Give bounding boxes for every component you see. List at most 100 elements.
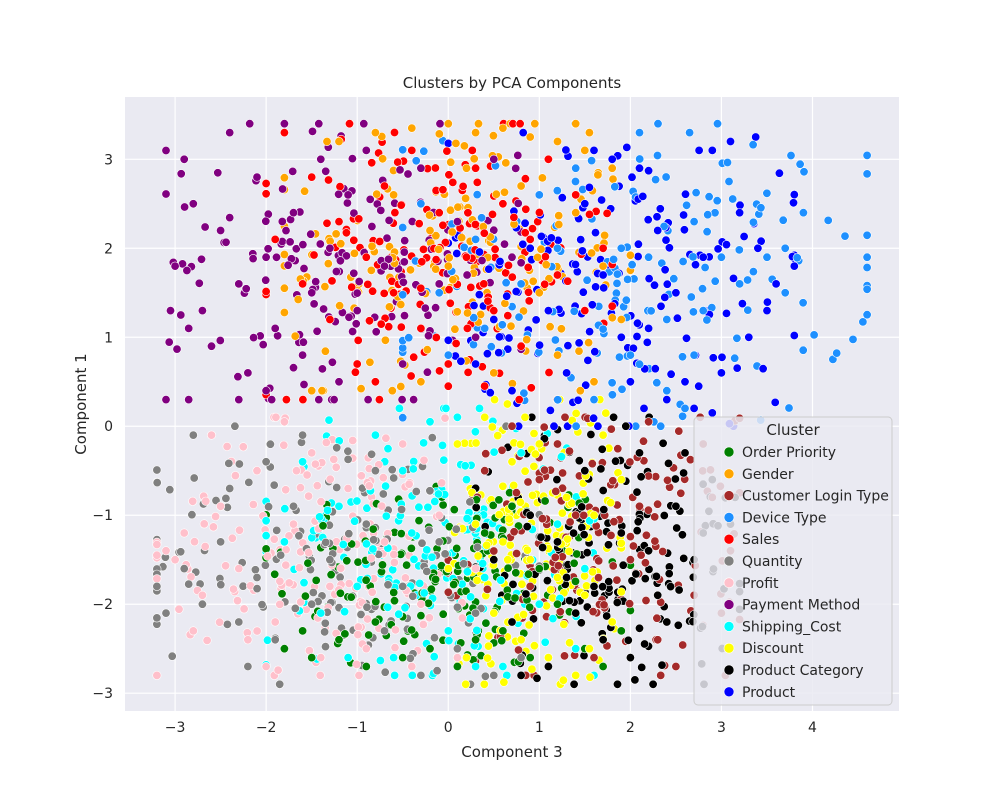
data-point bbox=[679, 210, 689, 220]
data-point bbox=[862, 150, 872, 160]
data-point bbox=[440, 549, 450, 559]
data-point bbox=[370, 466, 380, 476]
data-point bbox=[737, 299, 747, 309]
data-point bbox=[225, 213, 235, 223]
data-point bbox=[511, 163, 521, 173]
data-point bbox=[569, 306, 579, 316]
data-point bbox=[215, 335, 225, 345]
data-point bbox=[545, 322, 555, 332]
data-point bbox=[234, 617, 244, 627]
data-point bbox=[659, 510, 669, 520]
data-point bbox=[540, 465, 550, 475]
data-point bbox=[298, 395, 308, 405]
data-point bbox=[307, 172, 317, 182]
data-point bbox=[249, 333, 259, 343]
data-point bbox=[261, 275, 271, 285]
data-point bbox=[216, 226, 226, 236]
data-point bbox=[809, 330, 819, 340]
data-point bbox=[644, 252, 654, 262]
data-point bbox=[770, 397, 780, 407]
data-point bbox=[277, 217, 287, 227]
data-point bbox=[689, 403, 699, 413]
data-point bbox=[239, 604, 249, 614]
data-point bbox=[190, 537, 200, 547]
data-point bbox=[189, 473, 199, 483]
data-point bbox=[497, 636, 507, 646]
data-point bbox=[261, 457, 271, 467]
data-point bbox=[559, 619, 569, 629]
data-point bbox=[584, 182, 594, 192]
data-point bbox=[456, 356, 466, 366]
legend-marker bbox=[723, 686, 735, 698]
data-point bbox=[407, 123, 417, 133]
data-point bbox=[743, 275, 753, 285]
data-point bbox=[245, 119, 255, 129]
data-point bbox=[549, 421, 559, 431]
data-point bbox=[462, 513, 472, 523]
data-point bbox=[498, 123, 508, 133]
data-point bbox=[504, 333, 514, 343]
data-point bbox=[525, 581, 535, 591]
data-point bbox=[638, 191, 648, 201]
data-point bbox=[354, 214, 364, 224]
data-point bbox=[275, 679, 285, 689]
data-point bbox=[481, 449, 491, 459]
data-point bbox=[571, 670, 581, 680]
data-point bbox=[367, 587, 377, 597]
data-point bbox=[570, 576, 580, 586]
data-point bbox=[552, 350, 562, 360]
data-point bbox=[383, 602, 393, 612]
data-point bbox=[524, 296, 534, 306]
data-point bbox=[184, 395, 194, 405]
data-point bbox=[152, 465, 162, 475]
y-tick-label: −2 bbox=[92, 597, 113, 613]
data-point bbox=[702, 227, 712, 237]
data-point bbox=[633, 517, 643, 527]
legend-title: Cluster bbox=[766, 421, 820, 439]
data-point bbox=[341, 228, 351, 238]
data-point bbox=[717, 352, 727, 362]
data-point bbox=[556, 452, 566, 462]
data-point bbox=[690, 260, 700, 270]
data-point bbox=[200, 541, 210, 551]
data-point bbox=[756, 203, 766, 213]
data-point bbox=[748, 267, 758, 277]
data-point bbox=[744, 332, 754, 342]
data-point bbox=[307, 386, 317, 396]
data-point bbox=[573, 395, 583, 405]
data-point bbox=[461, 653, 471, 663]
data-point bbox=[438, 220, 448, 230]
data-point bbox=[501, 278, 511, 288]
data-point bbox=[502, 291, 512, 301]
data-point bbox=[582, 548, 592, 558]
data-point bbox=[288, 519, 298, 529]
data-point bbox=[536, 231, 546, 241]
data-point bbox=[444, 170, 454, 180]
data-point bbox=[460, 461, 470, 471]
data-point bbox=[257, 600, 267, 610]
data-point bbox=[544, 367, 554, 377]
data-point bbox=[661, 235, 671, 245]
data-point bbox=[434, 244, 444, 254]
data-point bbox=[422, 367, 432, 377]
data-point bbox=[322, 218, 332, 228]
data-point bbox=[601, 408, 611, 418]
data-point bbox=[539, 422, 549, 432]
legend-marker bbox=[723, 555, 735, 567]
data-point bbox=[452, 412, 462, 422]
data-point bbox=[462, 323, 472, 333]
data-point bbox=[397, 504, 407, 514]
data-point bbox=[789, 261, 799, 271]
data-point bbox=[332, 482, 342, 492]
data-point bbox=[399, 247, 409, 257]
data-point bbox=[344, 119, 354, 129]
data-point bbox=[353, 335, 363, 345]
data-point bbox=[642, 337, 652, 347]
data-point bbox=[426, 584, 436, 594]
data-point bbox=[419, 588, 429, 598]
data-point bbox=[221, 237, 231, 247]
legend-marker bbox=[723, 533, 735, 545]
data-point bbox=[580, 199, 590, 209]
data-point bbox=[569, 528, 579, 538]
data-point bbox=[644, 546, 654, 556]
